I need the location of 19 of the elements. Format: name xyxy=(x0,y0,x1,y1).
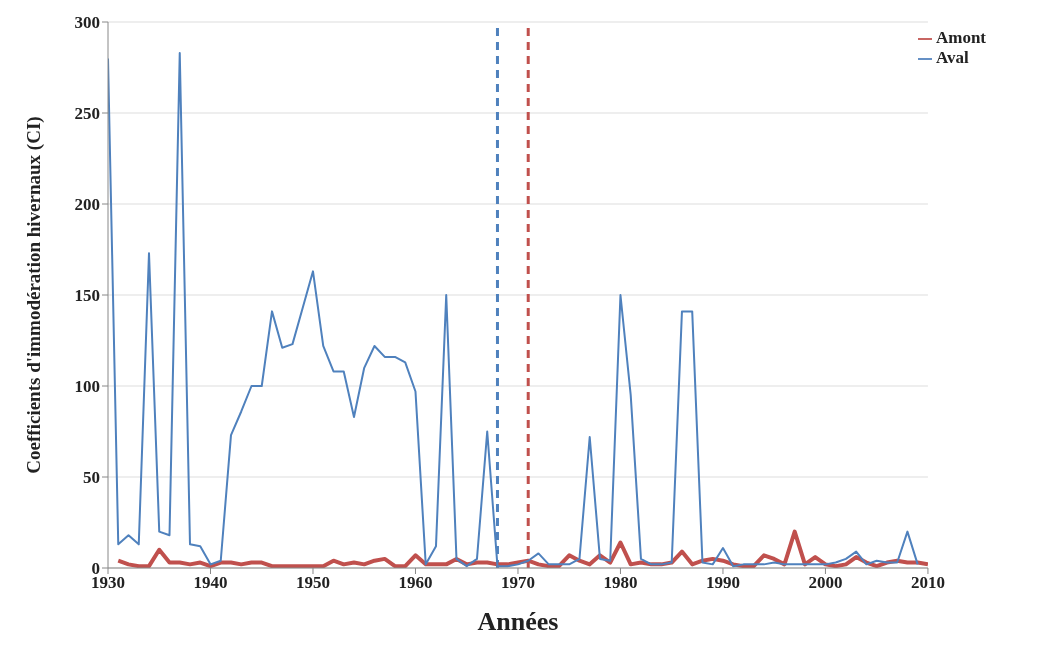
legend-label: Aval xyxy=(935,48,969,67)
y-tick-label: 200 xyxy=(74,195,100,215)
x-tick-label: 1940 xyxy=(193,573,228,593)
legend-label: Amont xyxy=(935,28,986,47)
x-tick-label: 1930 xyxy=(91,573,125,593)
x-tick-label: 2000 xyxy=(808,573,843,593)
y-tick-label: 150 xyxy=(74,286,100,306)
x-tick-label: 1970 xyxy=(500,573,535,593)
x-tick-label: 1990 xyxy=(705,573,740,593)
y-tick-label: 50 xyxy=(83,468,100,488)
x-axis-title: Années xyxy=(477,607,559,636)
y-tick-label: 250 xyxy=(74,104,100,124)
y-tick-label: 100 xyxy=(74,377,100,397)
y-tick-label: 300 xyxy=(74,13,100,33)
x-tick-label: 2010 xyxy=(910,573,945,593)
x-tick-label: 1980 xyxy=(603,573,638,593)
x-tick-label: 1960 xyxy=(398,573,433,593)
x-tick-label: 1950 xyxy=(295,573,330,593)
y-axis-title: Coefficients d'immodération hivernaux (CI) xyxy=(22,116,45,474)
